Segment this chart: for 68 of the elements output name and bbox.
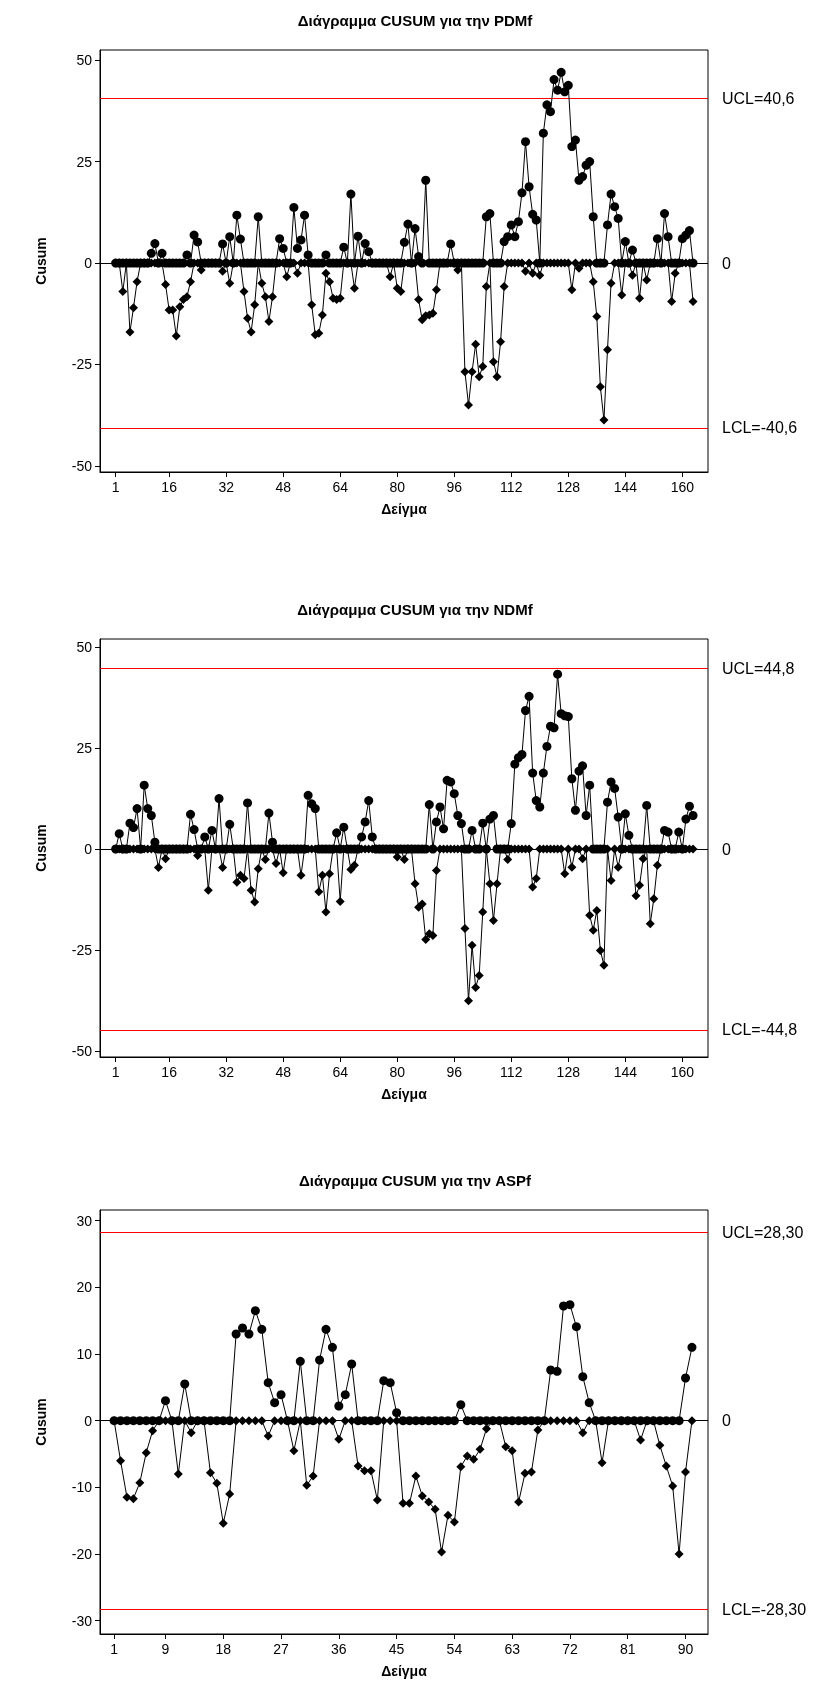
y-tick-label: 10: [76, 1346, 93, 1362]
x-tick-label: 144: [613, 1064, 638, 1080]
x-tick-label: 112: [500, 1064, 523, 1080]
x-tick-label: 1: [111, 479, 120, 495]
x-tick-label: 144: [613, 479, 638, 495]
y-tick-label: -20: [71, 1546, 93, 1562]
x-tick-label: 80: [389, 479, 406, 495]
y-tick-label: -25: [71, 356, 93, 373]
y-tick-label: 50: [76, 639, 93, 656]
y-tick-label: 30: [76, 1212, 93, 1229]
y-tick-label: 25: [76, 153, 93, 170]
x-tick-label: 54: [446, 1641, 463, 1657]
x-tick-label: 48: [275, 479, 292, 495]
x-tick-label: 96: [446, 1064, 463, 1080]
y-axis-title: Cusum: [33, 1398, 49, 1446]
y-tick-label: -10: [71, 1479, 93, 1496]
y-tick-label: 0: [84, 255, 93, 272]
y-tick-label: 0: [84, 1412, 93, 1429]
y-tick-label: 0: [84, 841, 93, 858]
x-tick-label: 72: [562, 1641, 578, 1657]
x-tick-label: 32: [218, 479, 235, 495]
ref-line-label: LCL=-28,30: [722, 1600, 807, 1618]
x-tick-label: 1: [110, 1641, 119, 1657]
x-tick-label: 128: [556, 479, 581, 495]
ref-line-label: LCL=-40,6: [722, 419, 798, 437]
ref-line-label: UCL=28,30: [722, 1223, 804, 1241]
ref-line-label: 0: [722, 840, 731, 858]
x-axis-title: Δείγμα: [381, 501, 428, 517]
x-tick-label: 48: [275, 1064, 292, 1080]
x-tick-label: 27: [273, 1641, 290, 1657]
x-tick-label: 45: [388, 1641, 405, 1657]
ref-line-label: 0: [722, 254, 731, 272]
x-axis-title: Δείγμα: [381, 1086, 428, 1102]
y-tick-label: -50: [71, 457, 93, 474]
ref-line-label: 0: [722, 1412, 731, 1430]
y-axis-title: Cusum: [33, 824, 49, 872]
x-tick-label: 32: [218, 1064, 235, 1080]
y-tick-label: -50: [71, 1042, 93, 1059]
y-tick-label: 20: [76, 1279, 93, 1296]
y-axis-title: Cusum: [33, 237, 49, 285]
y-tick-label: 50: [76, 52, 93, 69]
chart-title: Διάγραμμα CUSUM για την NDMf: [297, 601, 534, 618]
x-tick-label: 90: [677, 1641, 694, 1657]
x-tick-label: 1: [111, 1064, 120, 1080]
chart-title: Διάγραμμα CUSUM για την ASPf: [298, 1172, 533, 1189]
y-tick-label: -25: [71, 941, 93, 958]
y-tick-label: 25: [76, 740, 93, 757]
x-tick-label: 81: [619, 1641, 636, 1657]
x-tick-label: 64: [332, 479, 349, 495]
ref-line-label: LCL=-44,8: [722, 1021, 798, 1039]
ref-line-label: UCL=40,6: [722, 89, 795, 107]
x-axis-title: Δείγμα: [381, 1663, 428, 1679]
x-tick-label: 36: [331, 1641, 347, 1657]
x-tick-label: 160: [670, 479, 695, 495]
ref-line-label: UCL=44,8: [722, 659, 795, 677]
x-tick-label: 63: [504, 1641, 521, 1657]
x-tick-label: 16: [161, 479, 178, 495]
x-tick-label: 96: [446, 479, 463, 495]
x-tick-label: 16: [161, 1064, 178, 1080]
x-tick-label: 112: [500, 479, 523, 495]
x-tick-label: 160: [670, 1064, 695, 1080]
y-tick-label: -30: [71, 1612, 93, 1629]
x-tick-label: 64: [332, 1064, 349, 1080]
x-tick-label: 18: [215, 1641, 232, 1657]
chart-title: Διάγραμμα CUSUM για την PDMf: [297, 12, 534, 29]
x-tick-label: 80: [389, 1064, 406, 1080]
x-tick-label: 9: [161, 1641, 170, 1657]
x-tick-label: 128: [556, 1064, 581, 1080]
